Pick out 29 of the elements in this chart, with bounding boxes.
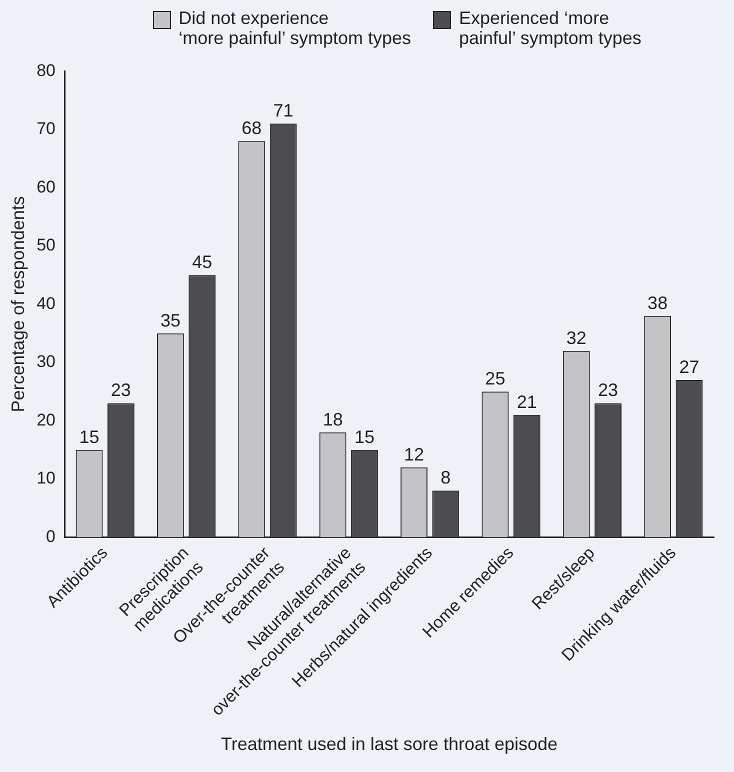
x-axis-title: Treatment used in last sore throat episode [220,734,558,754]
legend-label: Experienced ‘more painful’ symptom types [459,8,642,48]
y-tick-label: 50 [36,236,56,255]
y-tick-label: 60 [36,177,56,196]
data-label: 23 [598,380,618,400]
data-label: 8 [440,468,451,488]
data-label: 23 [110,380,131,400]
data-label: 21 [516,392,537,412]
y-tick-label: 20 [36,410,56,430]
y-tick-label: 0 [46,526,56,546]
data-label: 35 [160,310,180,330]
y-axis-title: Percentage of respondents [8,196,28,412]
data-label: 38 [648,292,668,313]
data-label: 45 [192,252,212,272]
y-tick-label: 70 [36,119,56,138]
data-label: 12 [404,444,424,464]
y-tick-label: 40 [36,294,56,313]
y-tick-label: 80 [36,60,56,80]
data-label: 68 [242,118,262,138]
y-tick-label: 30 [36,352,56,372]
data-label: 15 [79,426,100,447]
legend-label: Did not experience ‘more painful’ symptom types [178,8,411,48]
y-tick-label: 10 [36,468,56,488]
data-label: 18 [322,409,343,430]
data-label: 15 [354,426,375,447]
data-label: 71 [273,100,294,121]
data-label: 25 [485,368,506,389]
data-label: 32 [566,328,586,348]
data-label: 27 [679,356,700,377]
